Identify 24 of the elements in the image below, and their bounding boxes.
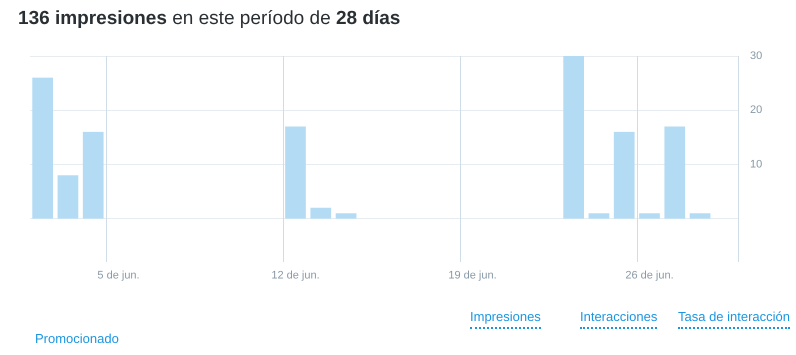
x-tick-label: 26 de jun. bbox=[625, 270, 674, 282]
y-tick-label: 10 bbox=[750, 158, 762, 170]
x-tick-label: 12 de jun. bbox=[271, 270, 320, 282]
text: Impresiones bbox=[470, 309, 541, 329]
bar bbox=[639, 213, 660, 219]
text: Tasa de interacción bbox=[678, 309, 790, 329]
x-tick-label: 5 de jun. bbox=[97, 270, 140, 282]
bar bbox=[285, 126, 306, 219]
y-tick-label: 30 bbox=[750, 50, 762, 62]
bar bbox=[588, 213, 610, 219]
bar bbox=[336, 213, 356, 219]
bar bbox=[58, 175, 78, 219]
bar bbox=[82, 132, 104, 219]
bar bbox=[32, 78, 54, 219]
text: Interacciones bbox=[580, 309, 658, 329]
y-tick-label: 20 bbox=[750, 104, 762, 116]
chart-title: 136 impresiones en este período de 28 días bbox=[18, 8, 400, 29]
bar bbox=[664, 126, 686, 219]
bar bbox=[690, 213, 710, 219]
text: Promocionado bbox=[35, 331, 119, 346]
bar bbox=[614, 132, 635, 219]
x-tick-label: 19 de jun. bbox=[448, 270, 497, 282]
bar bbox=[310, 208, 332, 219]
bar bbox=[563, 56, 584, 219]
